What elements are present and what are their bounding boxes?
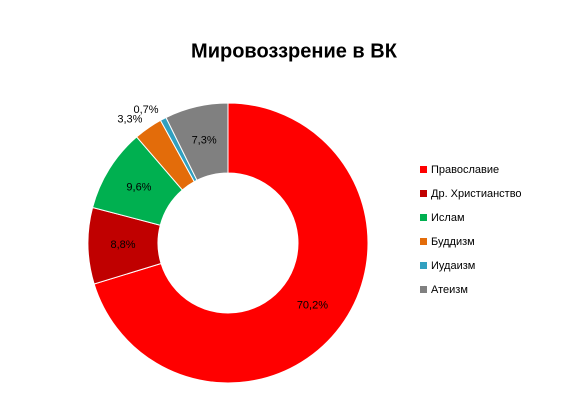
data-label: 0,7% [134,104,159,116]
legend-label: Православие [431,164,499,176]
legend-label: Ислам [431,212,465,224]
data-label: 8,8% [110,239,135,251]
legend-label: Др. Христианство [431,188,522,200]
donut-slice [93,102,369,384]
donut-slice [165,102,229,181]
data-label: 3,3% [117,114,142,126]
legend-swatch [420,286,427,293]
legend-swatch [420,214,427,221]
legend-swatch [420,166,427,173]
data-label: 9,6% [126,181,151,193]
legend-swatch [420,262,427,269]
legend-label: Буддизм [431,236,475,248]
legend-swatch [420,190,427,197]
data-label: 7,3% [192,135,217,147]
legend-swatch [420,238,427,245]
legend-label: Иудаизм [431,260,475,272]
data-label: 70,2% [297,299,328,311]
chart-title: Мировоззрение в ВК [191,40,398,62]
legend-label: Атеизм [431,284,468,296]
